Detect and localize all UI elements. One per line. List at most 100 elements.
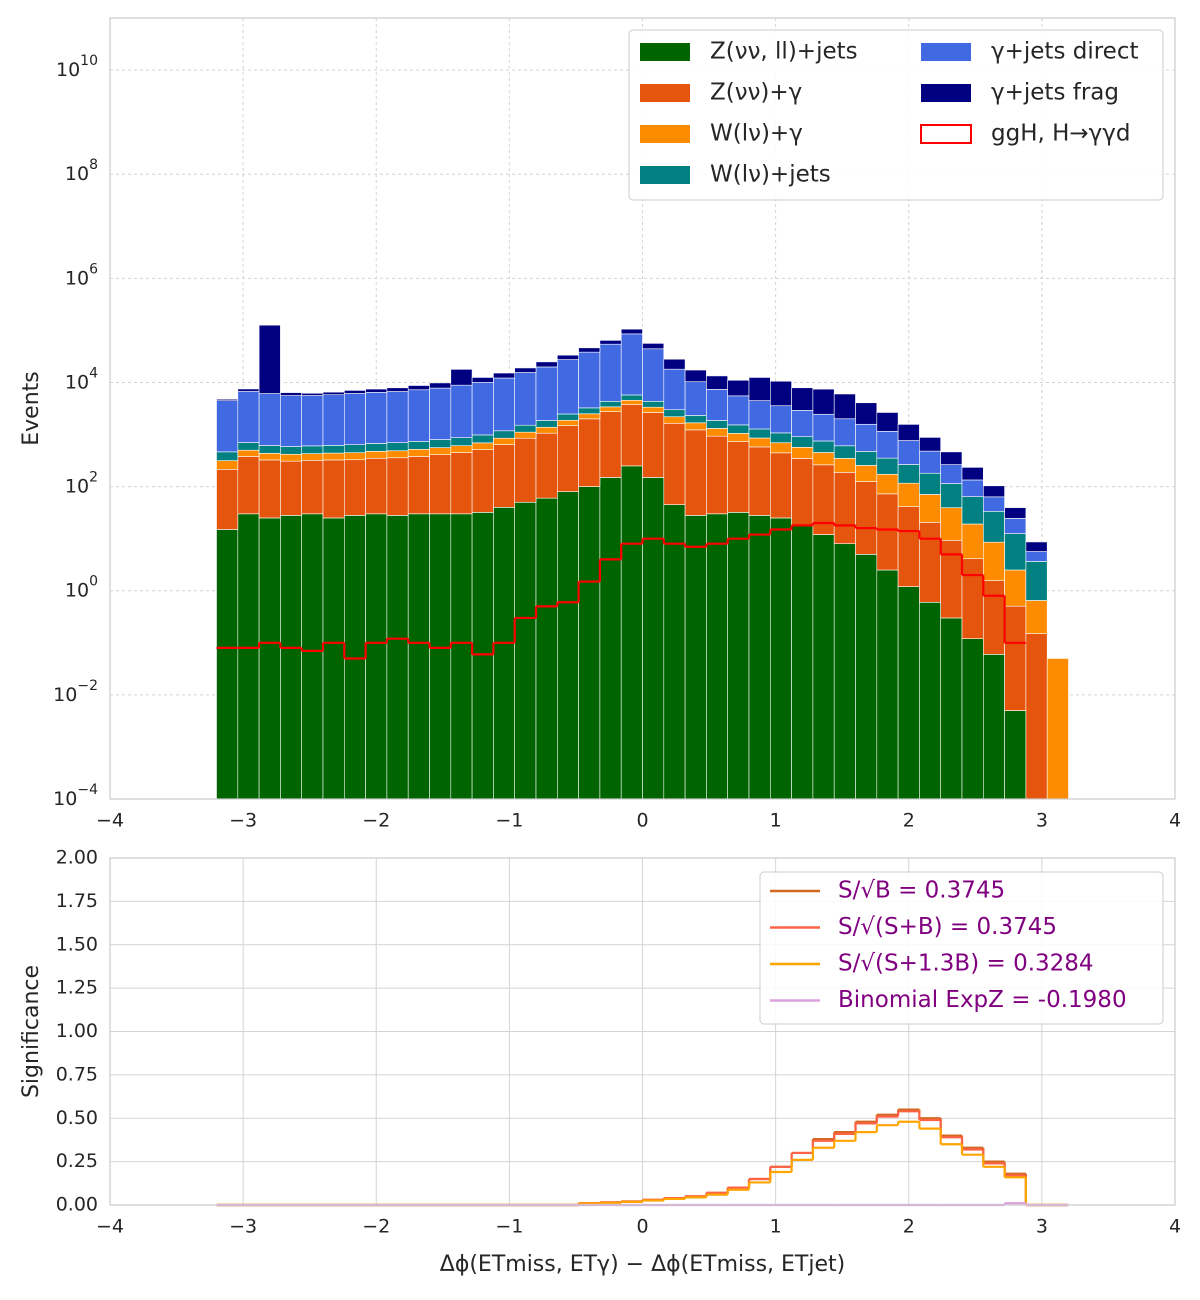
bar [343, 444, 366, 453]
legend-swatch [640, 84, 690, 102]
bar [493, 377, 515, 432]
bar [237, 456, 260, 515]
x-tick-label: 1 [770, 1216, 782, 1238]
y-tick-label: 102 [65, 470, 98, 498]
bar [365, 391, 388, 444]
bar [961, 638, 984, 800]
bar [407, 441, 430, 450]
y-tick-label: 0.50 [56, 1107, 98, 1129]
bar [556, 491, 579, 800]
bar [322, 394, 345, 446]
bar [769, 452, 792, 519]
bar [280, 453, 302, 462]
bar [812, 388, 835, 415]
bar [855, 465, 878, 482]
bar [365, 513, 388, 800]
y-tick-label: 104 [65, 365, 98, 393]
axes-frame [109, 17, 1176, 800]
bar [833, 393, 856, 420]
bar [982, 485, 1005, 498]
bar [450, 384, 473, 438]
legend: S/√B = 0.3745 S/√(S+B) = 0.3745 S/√(S+1.3B… [759, 871, 1164, 1025]
bar [897, 424, 920, 441]
bar [833, 445, 856, 459]
bar [897, 506, 920, 587]
bar [450, 369, 473, 386]
bar [791, 410, 814, 438]
bar [578, 351, 601, 409]
bar [1046, 658, 1069, 800]
bar [642, 477, 665, 800]
legend-label: W(lν)+jets [710, 162, 831, 188]
bar [280, 395, 302, 447]
legend-swatch [640, 166, 690, 184]
bar [343, 459, 366, 516]
bar [769, 517, 792, 800]
bar [919, 601, 942, 800]
bar [919, 494, 942, 523]
bar [982, 541, 1005, 581]
bar [599, 340, 622, 345]
bar [769, 442, 792, 454]
bar [429, 382, 452, 389]
x-tick-label: −1 [495, 1216, 523, 1238]
bar [429, 454, 452, 515]
bar [769, 380, 792, 407]
bar [301, 453, 324, 461]
bar [961, 558, 984, 639]
bar [706, 420, 729, 429]
bar [1025, 633, 1048, 800]
bar [919, 522, 942, 603]
bar [855, 554, 878, 800]
bar [748, 377, 771, 401]
legend-label: γ+jets frag [991, 80, 1119, 106]
bar [535, 420, 558, 428]
bar [684, 429, 707, 516]
bar [1004, 710, 1027, 800]
bar [982, 510, 1005, 543]
bar [301, 459, 324, 515]
legend-box [759, 871, 1164, 1025]
legend-box [628, 29, 1164, 201]
x-tick-label: 0 [636, 810, 648, 832]
bar [407, 513, 430, 800]
bar [876, 431, 899, 459]
legend-swatch [921, 84, 971, 102]
x-axis-label: Δϕ(ETmiss, ETγ) − Δϕ(ETmiss, ETjet) [440, 1252, 845, 1277]
bar [897, 464, 920, 484]
bar [343, 452, 366, 461]
bar [407, 389, 430, 442]
bar [982, 654, 1005, 800]
bar [556, 425, 579, 492]
bar [620, 394, 643, 401]
y-tick-label: 106 [65, 261, 98, 289]
bar [961, 479, 984, 497]
bar [1004, 518, 1027, 534]
bar [280, 460, 302, 516]
bar [1025, 551, 1048, 562]
bar [876, 473, 899, 495]
bar [301, 395, 324, 447]
bar [1025, 541, 1048, 552]
bar [535, 432, 558, 499]
bar [386, 515, 409, 800]
y-tick-label: 0.00 [56, 1194, 98, 1216]
bar [386, 391, 409, 443]
bar [216, 468, 239, 530]
bar [258, 459, 281, 519]
bar [599, 406, 622, 412]
bar [684, 369, 707, 383]
bar [471, 449, 494, 513]
bar [620, 404, 643, 467]
bar [812, 413, 835, 442]
bar [237, 449, 260, 457]
bar [450, 437, 473, 447]
bar [961, 467, 984, 481]
x-tick-label: 4 [1169, 1216, 1181, 1238]
bar [258, 517, 281, 800]
bar [855, 423, 878, 452]
bar [429, 387, 452, 440]
bar [1004, 507, 1027, 519]
bar [833, 472, 856, 545]
